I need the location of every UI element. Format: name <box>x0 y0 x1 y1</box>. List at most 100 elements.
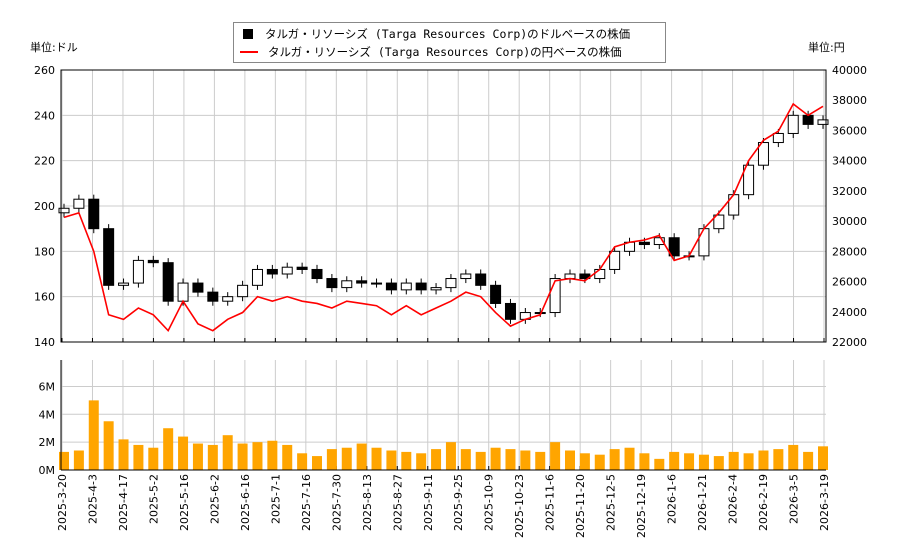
x-tick-label: 2025-8-13 <box>361 474 374 531</box>
volume-bar <box>654 458 665 470</box>
y-right-tick-label: 34000 <box>832 155 867 168</box>
volume-bar <box>401 451 412 470</box>
volume-bar <box>565 450 575 470</box>
volume-bar <box>535 451 546 470</box>
volume-plot-area <box>61 360 826 470</box>
y-left-tick-label: 240 <box>34 109 55 122</box>
candle-body <box>430 287 442 291</box>
volume-bar <box>431 449 442 470</box>
volume-bar <box>103 421 114 470</box>
volume-tick-label: 4M <box>39 408 56 421</box>
volume-bar <box>118 439 129 470</box>
candle-body <box>356 280 368 284</box>
volume-bar <box>416 453 427 470</box>
x-tick-label: 2025-7-30 <box>330 474 343 531</box>
candle-body <box>653 237 665 246</box>
x-tick-label: 2025-9-11 <box>422 474 435 531</box>
candle-body <box>192 282 204 293</box>
volume-bar <box>520 450 531 470</box>
candle-body <box>118 282 130 286</box>
candle-body <box>490 284 502 304</box>
x-tick-label: 2025-3-20 <box>56 474 69 531</box>
volume-bar <box>178 436 189 470</box>
volume-bar <box>550 442 561 470</box>
volume-bar <box>818 446 828 470</box>
volume-tick-label: 2M <box>39 436 56 449</box>
volume-bar <box>282 444 293 470</box>
volume-bar <box>684 453 695 470</box>
legend-swatch-dollar <box>243 29 253 39</box>
legend-swatch-yen <box>240 51 258 53</box>
candle-body <box>103 228 115 286</box>
volume-bar <box>341 447 352 470</box>
y-right-tick-label: 36000 <box>832 124 867 137</box>
volume-bar <box>356 443 367 470</box>
candle-body <box>326 278 338 289</box>
volume-bar <box>624 447 635 470</box>
candle-body <box>311 268 323 280</box>
candle-body <box>743 164 755 196</box>
candle-body <box>817 119 829 125</box>
volume-bar <box>669 451 680 470</box>
candle-body <box>207 291 219 302</box>
volume-bar <box>192 443 203 470</box>
volume-bar <box>743 453 754 470</box>
plot-frame <box>60 69 827 343</box>
yen-price-line <box>63 102 824 333</box>
candle-body <box>177 282 189 302</box>
candle-body <box>251 268 263 286</box>
candle-body <box>296 266 308 270</box>
right-unit-label: 単位:円 <box>808 41 845 54</box>
y-right-tick-label: 38000 <box>832 94 867 107</box>
volume-bar <box>594 454 605 470</box>
volume-bar <box>312 456 322 470</box>
volume-bar <box>445 442 456 470</box>
volume-bar <box>73 450 84 470</box>
volume-bar <box>460 449 471 470</box>
candle-body <box>266 268 278 275</box>
volume-bar <box>59 451 69 470</box>
candle-body <box>281 266 293 275</box>
legend: タルガ・リソーシズ (Targa Resources Corp)のドルベースの株… <box>233 22 666 63</box>
candle-body <box>802 114 814 125</box>
volume-bar <box>222 435 233 470</box>
y-right-tick-label: 40000 <box>832 64 867 77</box>
x-tick-label: 2026-1-6 <box>666 474 679 524</box>
volume-bar <box>609 449 620 470</box>
candle-body <box>73 198 85 209</box>
volume-bar <box>728 451 739 470</box>
x-tick-label: 2026-3-19 <box>818 474 831 531</box>
legend-label-yen: タルガ・リソーシズ (Targa Resources Corp)の円ベースの株価 <box>268 45 622 59</box>
x-tick-label: 2025-4-17 <box>117 474 130 531</box>
volume-bar <box>698 454 709 470</box>
legend-item-yen: タルガ・リソーシズ (Targa Resources Corp)の円ベースの株価 <box>240 43 622 61</box>
y-left-tick-label: 260 <box>34 64 55 77</box>
volume-bar <box>148 447 159 470</box>
x-tick-label: 2025-5-16 <box>178 474 191 531</box>
y-right-tick-label: 30000 <box>832 215 867 228</box>
x-tick-label: 2025-8-27 <box>391 474 404 531</box>
candle-body <box>400 282 412 291</box>
volume-bar <box>639 453 650 470</box>
x-tick-label: 2025-10-9 <box>483 474 496 531</box>
left-unit-label: 単位:ドル <box>30 41 78 54</box>
x-tick-label: 2025-9-25 <box>452 474 465 531</box>
candle-body <box>88 198 100 230</box>
candle-body <box>698 228 710 257</box>
volume-bar <box>803 451 814 470</box>
candle-body <box>132 259 144 284</box>
volume-bar <box>207 444 218 470</box>
x-tick-label: 2025-7-1 <box>269 474 282 524</box>
y-right-tick-label: 28000 <box>832 245 867 258</box>
volume-bar <box>475 451 486 470</box>
candle-body <box>549 278 561 314</box>
x-tick-label: 2026-1-21 <box>696 474 709 531</box>
candle-body <box>787 114 799 134</box>
candle-body <box>460 273 472 280</box>
y-left-tick-label: 200 <box>34 200 55 213</box>
x-tick-label: 2025-11-20 <box>574 474 587 538</box>
x-tick-label: 2025-12-5 <box>605 474 618 531</box>
y-left-tick-label: 220 <box>34 155 55 168</box>
candle-body <box>58 207 70 214</box>
